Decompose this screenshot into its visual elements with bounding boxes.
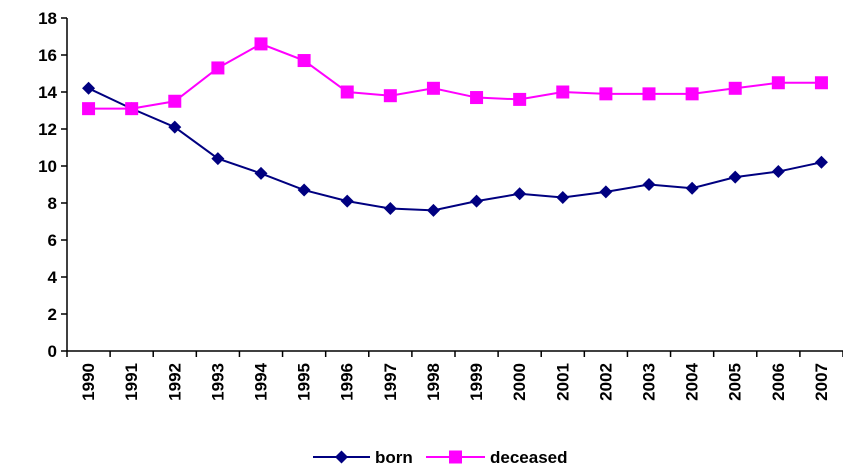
series-deceased: [82, 37, 828, 116]
data-point-born: [513, 187, 527, 201]
legend-label: born: [375, 448, 413, 467]
x-tick-label: 1999: [467, 363, 486, 401]
x-tick-label: 2001: [553, 363, 572, 401]
data-point-deceased: [513, 92, 527, 106]
y-tick-label: 8: [48, 194, 57, 213]
x-tick-label: 1994: [252, 362, 271, 400]
data-point-born: [599, 185, 613, 199]
x-tick-label: 2005: [726, 363, 745, 401]
y-tick-label: 18: [38, 9, 57, 28]
data-point-deceased: [82, 102, 96, 116]
data-point-born: [82, 81, 96, 95]
data-point-born: [728, 170, 742, 184]
data-point-born: [814, 155, 828, 169]
data-point-born: [297, 183, 311, 197]
x-tick-label: 1997: [381, 363, 400, 401]
x-tick-label: 2002: [596, 363, 615, 401]
data-point-born: [340, 194, 354, 208]
y-tick-label: 12: [38, 120, 57, 139]
x-tick-label: 1998: [424, 363, 443, 401]
data-point-deceased: [383, 89, 397, 103]
data-point-deceased: [297, 54, 311, 68]
data-point-born: [254, 166, 268, 180]
data-point-deceased: [168, 94, 182, 108]
y-tick-label: 16: [38, 46, 57, 65]
data-point-deceased: [125, 102, 139, 116]
y-tick-label: 4: [48, 268, 58, 287]
data-point-born: [470, 194, 484, 208]
x-tick-label: 1995: [295, 363, 314, 401]
legend-item-born: born: [313, 448, 413, 467]
data-point-deceased: [470, 91, 484, 105]
legend-marker: [335, 450, 348, 464]
series-line-deceased: [88, 42, 822, 110]
data-point-deceased: [254, 37, 268, 51]
x-tick-label: 1991: [122, 363, 141, 401]
x-tick-label: 1993: [208, 363, 227, 401]
series-born: [82, 81, 828, 217]
legend-marker: [449, 450, 462, 464]
y-tick-label: 2: [48, 305, 57, 324]
data-point-born: [211, 152, 225, 166]
x-tick-label: 2004: [683, 362, 702, 400]
y-tick-label: 10: [38, 157, 57, 176]
data-point-born: [685, 181, 699, 195]
data-point-deceased: [771, 76, 785, 90]
series-line-born: [88, 87, 822, 212]
data-point-deceased: [556, 85, 570, 99]
x-tick-label: 2006: [769, 363, 788, 401]
legend-label: deceased: [490, 448, 568, 467]
x-tick-label: 2003: [640, 363, 659, 401]
legend: born deceased: [313, 448, 568, 467]
data-point-deceased: [728, 81, 742, 95]
data-point-born: [642, 178, 656, 191]
data-point-born: [426, 203, 440, 217]
data-point-deceased: [814, 76, 828, 90]
data-point-deceased: [211, 61, 225, 75]
data-point-born: [556, 190, 570, 204]
y-tick-label: 0: [48, 342, 57, 361]
data-point-born: [771, 165, 785, 179]
data-point-deceased: [599, 87, 613, 101]
y-tick-label: 6: [48, 231, 57, 250]
y-tick-label: 14: [38, 83, 57, 102]
data-point-deceased: [426, 81, 440, 95]
x-tick-label: 1996: [338, 363, 357, 401]
data-point-born: [383, 202, 397, 216]
axes: 0 2 4 6 8 10 12 14 16 18 1990 1991 1992 1993 1994 1995 1…: [38, 9, 843, 401]
series-layer: [82, 37, 828, 217]
x-tick-label: 2000: [510, 363, 529, 401]
x-tick-label: 2007: [812, 363, 831, 401]
x-tick-label: 1990: [79, 363, 98, 401]
x-tick-label: 1992: [165, 363, 184, 401]
data-point-deceased: [340, 85, 354, 99]
data-point-deceased: [642, 87, 656, 101]
data-point-deceased: [685, 87, 699, 101]
data-point-born: [168, 120, 182, 134]
legend-item-deceased: deceased: [426, 448, 568, 467]
